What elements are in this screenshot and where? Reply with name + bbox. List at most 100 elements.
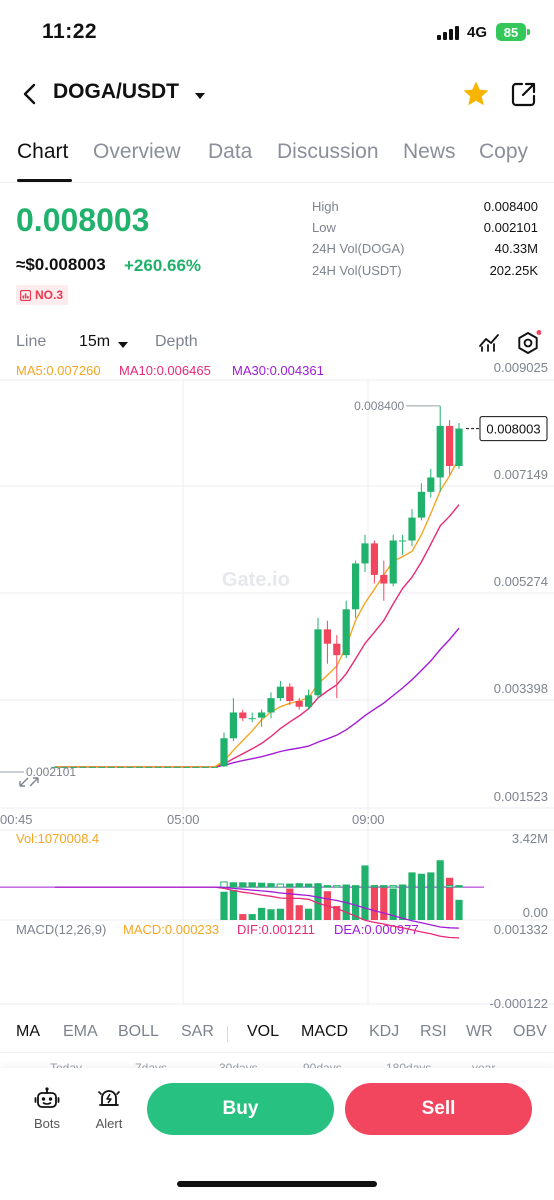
range-90days[interactable]: 90days <box>303 1061 342 1069</box>
volume-bar <box>446 877 454 920</box>
volume-bar <box>248 914 256 920</box>
bots-button[interactable]: Bots <box>28 1087 66 1135</box>
macd-histogram-bar <box>436 885 444 888</box>
candle-body <box>220 738 228 767</box>
dif-value: DIF:0.001211 <box>237 922 315 937</box>
x-axis-label: 05:00 <box>167 812 200 827</box>
alert-button[interactable]: Alert <box>90 1087 128 1135</box>
candle-body <box>229 712 237 739</box>
macd-histogram-bar <box>220 881 228 888</box>
indicator-obv[interactable]: OBV <box>513 1023 547 1040</box>
candle-body <box>417 491 425 518</box>
macd-histogram-bar <box>445 885 454 888</box>
candle-body <box>286 686 294 702</box>
macd-histogram-bar <box>389 885 397 888</box>
candle-body <box>211 766 219 768</box>
macd-histogram-bar <box>408 885 416 888</box>
candle-body <box>154 766 162 768</box>
indicator-sar[interactable]: SAR <box>181 1023 214 1040</box>
tab-copy[interactable]: Copy <box>479 140 529 163</box>
y-axis-label: 0.009025 <box>494 362 548 375</box>
tab-news[interactable]: News <box>403 140 456 163</box>
candle-body <box>333 643 341 656</box>
tab-chart[interactable]: Chart <box>17 140 69 163</box>
indicator-ma[interactable]: MA <box>16 1023 40 1040</box>
status-time: 11:22 <box>42 20 98 43</box>
candle-body <box>408 517 416 541</box>
home-indicator <box>177 1181 377 1187</box>
candle-body <box>258 712 266 718</box>
chart-settings-icon[interactable] <box>515 330 542 361</box>
volume-bar <box>229 889 237 920</box>
candle-body <box>126 766 134 768</box>
tab-discussion[interactable]: Discussion <box>277 140 379 163</box>
interval-selector[interactable]: 15m <box>79 333 111 350</box>
expand-chart-icon <box>19 777 39 787</box>
candle-body <box>239 712 247 719</box>
candle-body <box>51 766 59 768</box>
volume-bar <box>389 888 397 920</box>
candle-body <box>79 766 87 768</box>
y-axis-label: 0.001523 <box>494 789 548 804</box>
macd-value: MACD:0.000233 <box>123 922 219 937</box>
share-icon[interactable] <box>511 81 537 112</box>
pair-title[interactable]: DOGA/USDT <box>53 80 179 103</box>
depth-chart-toggle[interactable]: Depth <box>155 333 198 350</box>
indicator-divider <box>0 1052 554 1053</box>
approx-usd-price: ≈$0.008003 <box>16 255 106 274</box>
indicator-wr[interactable]: WR <box>466 1023 493 1040</box>
candlestick-chart[interactable]: Gate.io 0.009025 0.007149 0.005274 0.003398… <box>0 362 554 1022</box>
tab-overview[interactable]: Overview <box>93 140 181 163</box>
indicator-macd[interactable]: MACD <box>301 1023 349 1040</box>
indicator-vol[interactable]: VOL <box>247 1023 280 1040</box>
indicator-rsi[interactable]: RSI <box>420 1023 447 1040</box>
volume-bar <box>399 884 407 920</box>
rank-text: NO.3 <box>35 288 64 302</box>
line-chart-toggle[interactable]: Line <box>16 333 47 350</box>
candle-body <box>182 766 190 768</box>
favorite-star-icon[interactable] <box>462 80 490 112</box>
last-price: 0.008003 <box>16 202 150 238</box>
dea-line <box>54 886 460 929</box>
dea-value: DEA:0.000977 <box>334 922 419 937</box>
tab-data[interactable]: Data <box>208 140 253 163</box>
candle-body <box>427 477 435 492</box>
range-30days[interactable]: 30days <box>219 1061 258 1069</box>
tabs-divider <box>0 182 554 183</box>
active-tab-indicator <box>17 179 72 182</box>
rank-badge[interactable]: NO.3 <box>16 285 69 305</box>
sell-button[interactable]: Sell <box>345 1083 532 1135</box>
volume-max-label: 3.42M <box>512 831 548 846</box>
macd-histogram-bar <box>351 885 360 888</box>
last-price-tag-box <box>479 416 548 442</box>
ma30-value: MA30:0.004361 <box>232 363 324 378</box>
range-today[interactable]: Today <box>50 1061 83 1069</box>
range-7days[interactable]: 7days <box>135 1061 168 1069</box>
indicator-ema[interactable]: EMA <box>63 1023 98 1040</box>
interval-dropdown-icon[interactable] <box>117 337 129 355</box>
candle-body <box>201 766 209 768</box>
low-marker-label: 0.002101 <box>26 765 76 779</box>
buy-button[interactable]: Buy <box>147 1083 334 1135</box>
range-180days[interactable]: 180days <box>386 1061 432 1069</box>
battery-icon: 85 <box>496 23 526 41</box>
candle-body <box>352 563 360 610</box>
candle-body <box>276 686 284 699</box>
candle-body <box>389 540 397 584</box>
volume-min-label: 0.00 <box>523 905 548 920</box>
candle-body <box>107 766 115 768</box>
y-axis-label: 0.005274 <box>494 574 548 589</box>
macd-histogram-bar <box>314 884 322 888</box>
macd-histogram-bar <box>370 885 379 888</box>
indicator-boll[interactable]: BOLL <box>118 1023 159 1040</box>
battery-tip <box>527 29 530 35</box>
range-year[interactable]: year <box>472 1061 496 1069</box>
ma10-line <box>54 504 460 768</box>
back-arrow-icon[interactable] <box>20 80 42 108</box>
pair-dropdown-icon[interactable] <box>194 88 206 106</box>
macd-histogram-bar <box>380 885 388 888</box>
indicator-chart-icon[interactable] <box>478 331 500 358</box>
candle-body <box>70 766 78 768</box>
volume-bar <box>305 908 313 920</box>
indicator-kdj[interactable]: KDJ <box>369 1023 400 1040</box>
